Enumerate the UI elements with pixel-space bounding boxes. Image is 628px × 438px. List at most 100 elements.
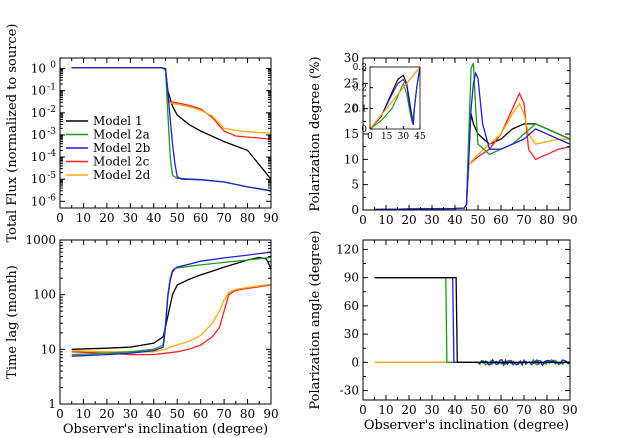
legend-label: Model 2a: [93, 128, 150, 142]
chart-polangle: 0 10 20 30 40 50 60 70 80 90-300306090120Polariza…: [308, 230, 578, 433]
y-tick-label: 10: [31, 106, 46, 120]
x-tick-label: 90: [562, 213, 577, 227]
y-tick-label: 10: [31, 150, 46, 164]
x-tick-label: 70: [216, 211, 231, 225]
y-tick-label: 120: [336, 242, 359, 256]
x-axis-label: Observer's inclination (degree): [63, 422, 268, 437]
x-tick-label: 0: [56, 211, 64, 225]
y-tick-label: 100: [33, 288, 56, 302]
y-axis-label: Polarization degree (%): [308, 56, 323, 211]
x-tick-label: 10: [76, 407, 91, 421]
x-tick-label: 80: [240, 211, 255, 225]
y-tick-label: -30: [340, 384, 359, 398]
inset-background: [368, 65, 422, 149]
x-tick-label: 70: [516, 213, 531, 227]
y-tick-label: 10: [31, 172, 46, 186]
y-tick-exponent: -5: [47, 171, 56, 181]
inset-y-tick-label: 0.1: [353, 104, 367, 114]
x-tick-label: 0: [359, 403, 367, 417]
y-tick-label: 30: [344, 327, 359, 341]
x-tick-label: 0: [56, 407, 64, 421]
x-tick-label: 50: [470, 403, 485, 417]
x-tick-label: 30: [424, 403, 439, 417]
x-tick-label: 20: [401, 403, 416, 417]
inset-x-tick-label: 0: [367, 132, 373, 142]
series-line-model-2b: [71, 251, 271, 357]
x-tick-label: 40: [447, 403, 462, 417]
y-tick-label: 1000: [25, 233, 56, 247]
y-tick-label: 15: [344, 127, 359, 141]
x-tick-label: 30: [123, 407, 138, 421]
x-tick-label: 60: [493, 403, 508, 417]
y-tick-exponent: 0: [50, 61, 56, 71]
inset-y-tick-label: 0: [361, 125, 367, 135]
inset-series-line-model-2b: [369, 66, 421, 130]
legend-label: Model 2c: [93, 155, 150, 169]
x-tick-label: 60: [193, 211, 208, 225]
x-tick-label: 90: [562, 403, 577, 417]
x-tick-label: 60: [193, 407, 208, 421]
y-tick-label: 20: [344, 102, 359, 116]
series-group: [374, 62, 570, 210]
x-tick-label: 80: [539, 213, 554, 227]
series-line-model-2a: [374, 276, 570, 367]
inset-frame: [369, 66, 421, 130]
inset-x-tick-label: 15: [381, 132, 393, 142]
x-axis-label: Observer's inclination (degree): [364, 418, 569, 433]
y-tick-label: 60: [344, 299, 359, 313]
y-tick-label: 0: [351, 203, 359, 217]
chart-timelag: 0 10 20 30 40 50 60 70 80 90 1 10 100 1000 Time lag (m…: [5, 233, 279, 437]
y-tick-label: 5: [351, 178, 359, 192]
y-tick-label: 25: [344, 76, 359, 90]
x-tick-label: 20: [99, 407, 114, 421]
series-line-model-2c: [71, 284, 271, 356]
x-tick-label: 50: [170, 407, 185, 421]
x-tick-label: 50: [470, 213, 485, 227]
x-tick-label: 90: [263, 211, 278, 225]
x-tick-label: 80: [539, 403, 554, 417]
plot-frame: [362, 239, 571, 401]
x-tick-label: 0: [359, 213, 367, 227]
y-tick-label: 90: [344, 271, 359, 285]
x-tick-label: 10: [378, 213, 393, 227]
x-tick-label: 40: [146, 407, 161, 421]
y-axis-label: Time lag (month): [5, 265, 20, 379]
y-tick-label: 10: [31, 128, 46, 142]
y-tick-exponent: -4: [47, 149, 56, 159]
x-tick-label: 40: [447, 213, 462, 227]
y-tick-label: 1: [48, 397, 56, 411]
x-tick-label: 30: [123, 211, 138, 225]
y-tick-label: 10: [31, 62, 46, 76]
series-group: [71, 251, 271, 357]
legend-label: Model 2b: [93, 141, 151, 155]
y-axis-label: Total Flux (normalized to source): [5, 24, 20, 243]
x-tick-label: 90: [263, 407, 278, 421]
series-group: [71, 66, 271, 192]
inset-chart: 0 15 30 45 0 0.1 0.2 0.3: [353, 63, 426, 149]
y-tick-exponent: -3: [47, 127, 56, 137]
series-line-model-2d: [71, 283, 271, 353]
y-tick-label: 10: [31, 194, 46, 208]
inset-x-tick-label: 30: [398, 132, 410, 142]
series-line-model-2b: [374, 276, 570, 367]
y-tick-label: 0: [351, 355, 359, 369]
x-tick-label: 10: [76, 211, 91, 225]
legend-label: Model 1: [93, 114, 143, 128]
series-line-model-2b: [374, 71, 570, 210]
y-tick-label: 10: [31, 84, 46, 98]
y-tick-exponent: -2: [47, 105, 56, 115]
x-tick-label: 20: [401, 213, 416, 227]
series-line-model-1: [71, 256, 271, 350]
x-tick-label: 70: [516, 403, 531, 417]
x-tick-label: 20: [99, 211, 114, 225]
series-line-model-2a: [71, 256, 271, 356]
legend-label: Model 2d: [93, 168, 151, 182]
x-tick-label: 80: [240, 407, 255, 421]
y-axis-label: Polarization angle (degree): [308, 230, 323, 409]
inset-y-tick-label: 0.2: [353, 84, 367, 94]
series-group: [374, 276, 570, 367]
x-tick-label: 70: [216, 407, 231, 421]
y-tick-exponent: -6: [47, 193, 56, 203]
